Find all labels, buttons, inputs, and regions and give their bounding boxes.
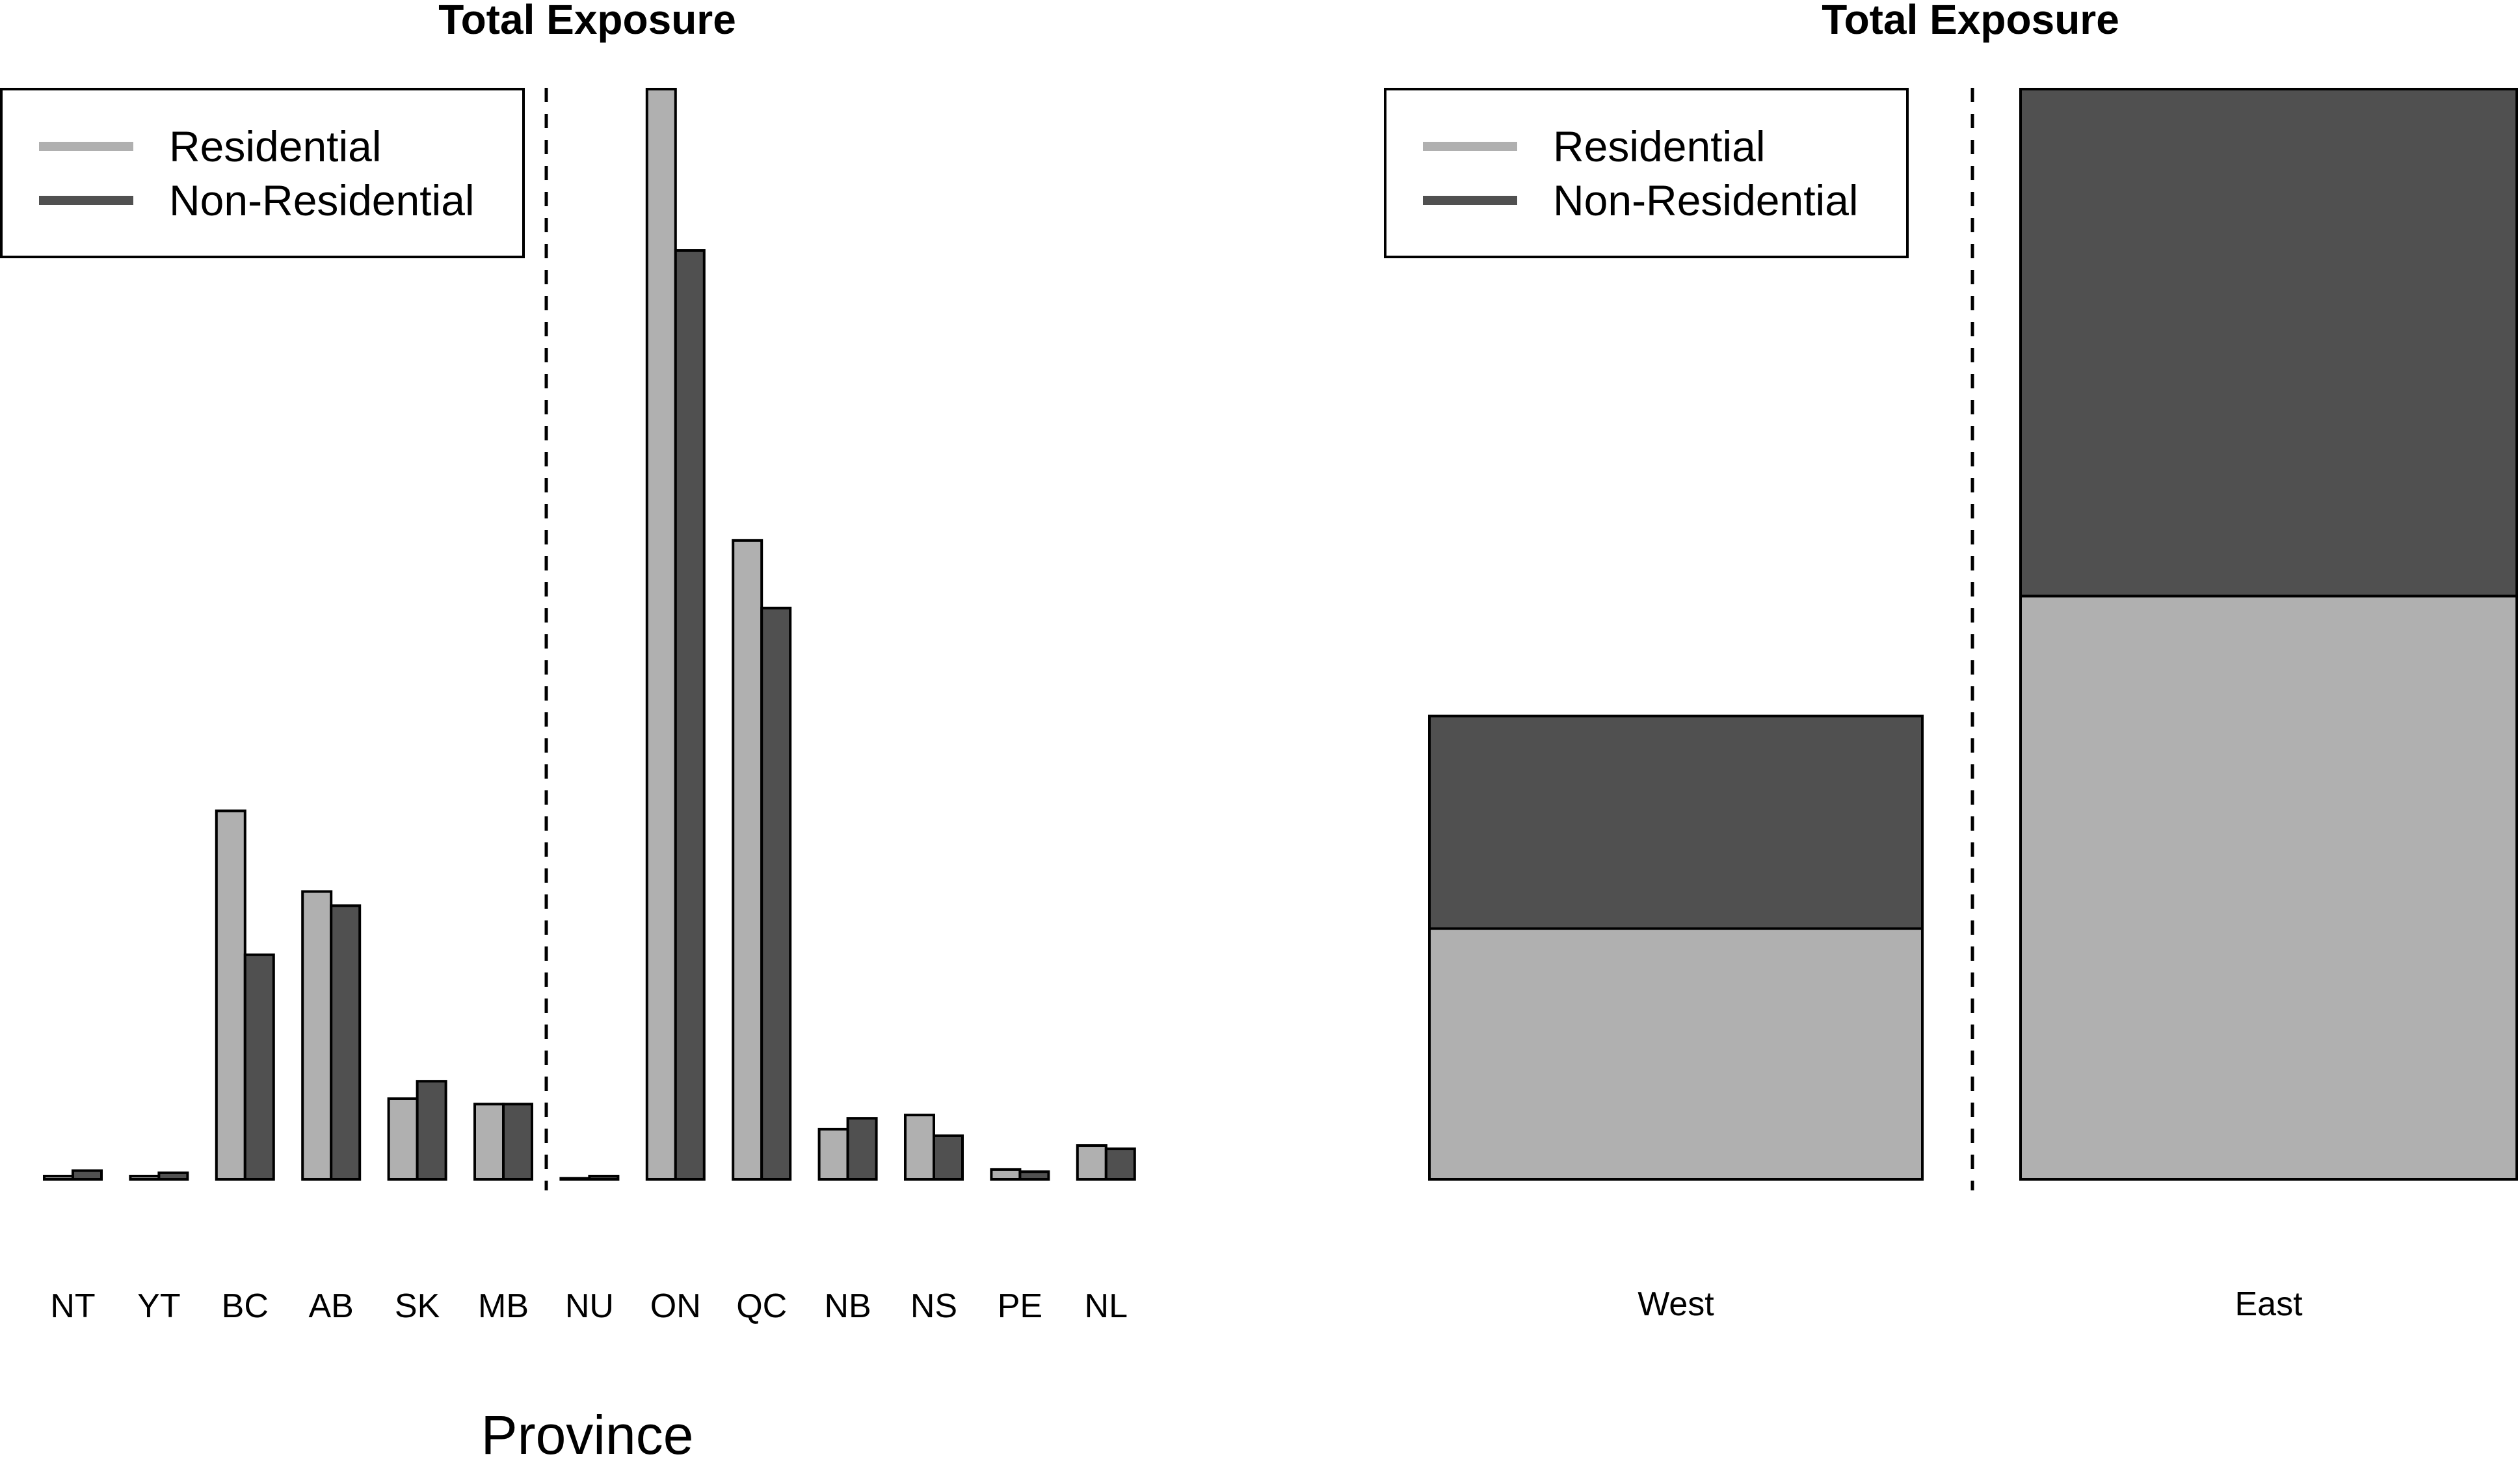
bar-ns-non-residential (933, 1134, 964, 1181)
bar-nl-residential (1076, 1144, 1107, 1181)
bar-nu-non-residential (588, 1174, 620, 1181)
left-tick-labels: NT YT BC AB SK MB NU ON QC NB NS PE NL (50, 1287, 1128, 1325)
bar-yt-residential (129, 1174, 161, 1181)
bar-nb-residential (817, 1127, 849, 1181)
bar-ab-non-residential (330, 904, 362, 1181)
tick-label-ab: AB (309, 1287, 354, 1325)
left-chart-title: Total Exposure (438, 0, 736, 43)
bar-ns-residential (904, 1114, 935, 1181)
left-legend: Residential Non-Residential (0, 88, 525, 258)
tick-label-on: ON (650, 1287, 701, 1325)
right-legend-label-residential: Residential (1553, 122, 1766, 170)
bar-sk-residential (387, 1097, 419, 1181)
bar-sk-non-residential (416, 1080, 447, 1181)
right-chart-title: Total Exposure (1822, 0, 2119, 43)
tick-label-pe: PE (998, 1287, 1042, 1325)
tick-label-nu: NU (565, 1287, 614, 1325)
stacked-bar-east-non-residential (2019, 88, 2518, 598)
right-bars-group (1428, 88, 2518, 1181)
bar-bc-residential (215, 809, 246, 1181)
bar-pe-non-residential (1018, 1170, 1050, 1181)
bar-mb-non-residential (502, 1103, 533, 1181)
right-legend-label-non-residential: Non-Residential (1553, 176, 1859, 224)
bar-qc-residential (732, 539, 763, 1181)
bar-on-non-residential (674, 249, 706, 1181)
bar-qc-non-residential (760, 606, 792, 1181)
left-legend-label-residential: Residential (169, 122, 382, 170)
region-stacked-bar-chart: Total Exposure West East Residential Non-… (1384, 0, 2518, 1323)
tick-label-mb: MB (478, 1287, 529, 1325)
bar-nb-non-residential (846, 1117, 878, 1181)
left-bars-group (43, 88, 1136, 1181)
tick-label-sk: SK (395, 1287, 440, 1325)
tick-label-nt: NT (50, 1287, 95, 1325)
stacked-bar-west-non-residential (1428, 714, 1924, 930)
tick-label-nl: NL (1085, 1287, 1128, 1325)
bar-nl-non-residential (1104, 1147, 1136, 1181)
bar-nt-residential (43, 1174, 74, 1181)
bar-on-residential (645, 88, 677, 1181)
tick-label-bc: BC (222, 1287, 269, 1325)
province-bar-chart: Total Exposure NT YT BC AB SK MB NU ON QC NB NS PE N… (0, 0, 1136, 1461)
left-legend-label-non-residential: Non-Residential (169, 176, 475, 224)
right-legend: Residential Non-Residential (1384, 88, 1909, 258)
bar-nt-non-residential (72, 1169, 103, 1181)
stacked-bar-west-residential (1428, 927, 1924, 1181)
bar-yt-non-residential (157, 1171, 189, 1181)
left-legend-box (0, 88, 525, 258)
bar-mb-residential (473, 1103, 505, 1181)
tick-label-nb: NB (824, 1287, 871, 1325)
right-tick-labels: West East (1638, 1285, 2303, 1323)
bar-ab-residential (301, 890, 333, 1181)
right-legend-box (1384, 88, 1909, 258)
tick-label-ns: NS (910, 1287, 957, 1325)
bar-bc-non-residential (243, 953, 275, 1181)
tick-label-yt: YT (137, 1287, 180, 1325)
left-x-axis-label: Province (481, 1404, 694, 1461)
tick-label-east: East (2235, 1285, 2303, 1323)
bar-nu-residential (559, 1177, 591, 1181)
tick-label-west: West (1638, 1285, 1714, 1323)
stacked-bar-east-residential (2019, 595, 2518, 1181)
tick-label-qc: QC (736, 1287, 787, 1325)
bar-pe-residential (990, 1168, 1022, 1181)
